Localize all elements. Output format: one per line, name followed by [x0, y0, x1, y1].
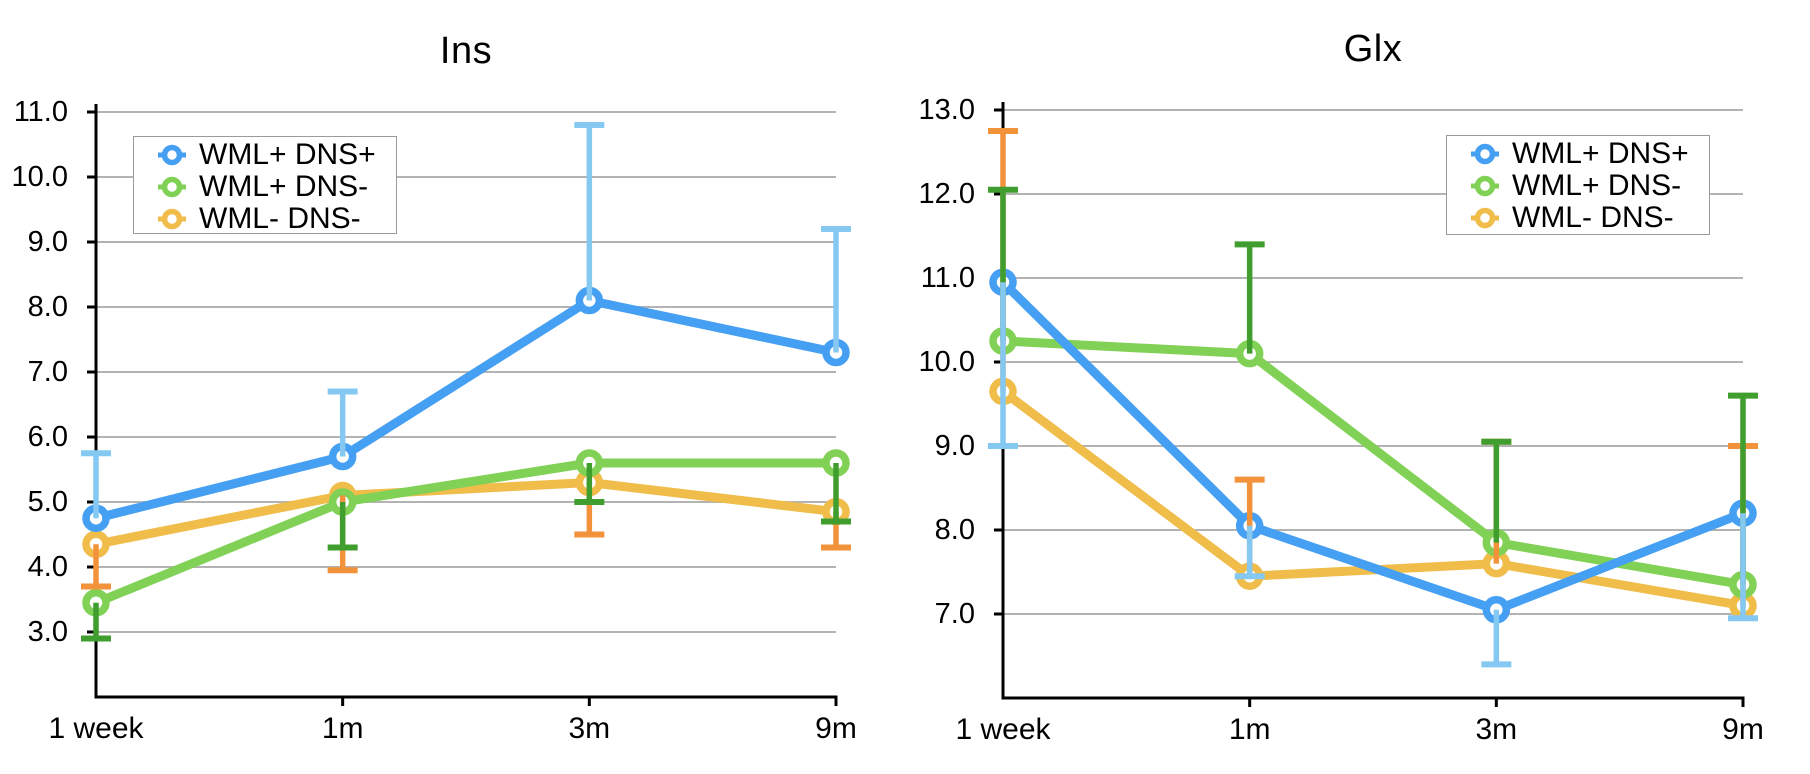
x-tick-label: 1m — [321, 712, 364, 745]
legend-item-label: WML- DNS- — [199, 202, 361, 235]
legend-item: WML+ DNS+ — [1447, 138, 1709, 170]
chart-title-glx: Glx — [1343, 28, 1403, 70]
series-line-1 — [998, 336, 1748, 590]
legend-item: WML- DNS- — [1447, 202, 1709, 234]
y-tick-label: 8.0 — [934, 514, 975, 546]
legend-marker-circle — [1474, 175, 1496, 197]
legend-item-label: WML+ DNS- — [1512, 169, 1682, 202]
legend-marker-circle — [1474, 143, 1496, 165]
legend-marker-circle — [161, 176, 183, 198]
y-tick-label: 12.0 — [918, 178, 975, 210]
legend-item: WML- DNS- — [134, 203, 396, 235]
y-tick-label: 5.0 — [27, 486, 68, 518]
legend-marker-circle — [161, 208, 183, 230]
y-tick-label: 4.0 — [27, 551, 68, 583]
legend-marker-icon — [158, 176, 186, 198]
x-tick-label: 3m — [568, 712, 611, 745]
x-tick-label: 1 week — [955, 713, 1051, 746]
legend-item-label: WML+ DNS+ — [199, 138, 376, 171]
x-tick-label: 9m — [1722, 713, 1764, 746]
series-line-0 — [998, 277, 1748, 615]
legend-marker-circle — [1474, 207, 1496, 229]
legend-item: WML+ DNS- — [1447, 170, 1709, 202]
series-line-0 — [91, 296, 841, 523]
legend-item-label: WML- DNS- — [1512, 201, 1674, 234]
y-tick-label: 9.0 — [934, 430, 975, 462]
x-tick-label: 1m — [1228, 713, 1271, 746]
legend-marker-circle — [161, 144, 183, 166]
legend-marker-icon — [1471, 207, 1499, 229]
legend-item: WML+ DNS+ — [134, 139, 396, 171]
legend-marker-icon — [1471, 175, 1499, 197]
y-tick-label: 3.0 — [27, 616, 68, 648]
y-tick-label: 10.0 — [11, 161, 68, 193]
series-line-1 — [91, 458, 841, 608]
y-tick-label: 11.0 — [13, 96, 68, 128]
legend-marker-icon — [158, 208, 186, 230]
y-tick-label: 10.0 — [918, 346, 975, 378]
y-tick-label: 13.0 — [918, 94, 975, 126]
chart-title-ins: Ins — [439, 30, 493, 72]
chart-plot-ins — [81, 104, 851, 706]
y-tick-label: 6.0 — [27, 421, 68, 453]
x-tick-label: 9m — [815, 712, 857, 745]
legend-item-label: WML+ DNS+ — [1512, 137, 1689, 170]
y-tick-label: 7.0 — [27, 356, 68, 388]
legend-glx: WML+ DNS+ WML+ DNS- WML- DNS- — [1446, 135, 1710, 235]
y-tick-label: 8.0 — [27, 291, 68, 323]
series-line-2 — [998, 386, 1748, 611]
chart-glx: Glx WML+ DNS+ WML+ DNS- WML- DNS- 13.0 12.0… — [905, 0, 1810, 774]
chart-plot-glx — [988, 102, 1758, 707]
legend-item-label: WML+ DNS- — [199, 170, 369, 203]
legend-item: WML+ DNS- — [134, 171, 396, 203]
x-tick-label: 1 week — [48, 712, 144, 745]
chart-ins: Ins WML+ DNS+ WML+ DNS- WML- DNS- 11.0 10.0… — [11, 30, 857, 745]
x-tick-label: 3m — [1475, 713, 1518, 746]
y-tick-label: 9.0 — [27, 226, 68, 258]
legend-marker-icon — [158, 144, 186, 166]
y-tick-label: 11.0 — [920, 262, 975, 294]
legend-ins: WML+ DNS+ WML+ DNS- WML- DNS- — [133, 136, 397, 235]
legend-marker-icon — [1471, 143, 1499, 165]
series-line-2 — [91, 478, 841, 549]
y-tick-label: 7.0 — [934, 598, 975, 630]
